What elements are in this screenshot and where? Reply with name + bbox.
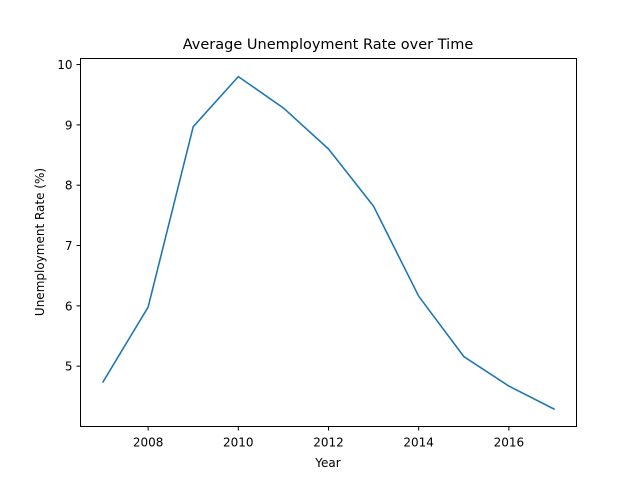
y-tick-label: 8 — [65, 179, 73, 193]
y-tick-label: 6 — [65, 299, 73, 313]
y-axis-label: Unemployment Rate (%) — [33, 168, 47, 316]
x-axis-label: Year — [314, 456, 340, 470]
x-tick-label: 2014 — [403, 436, 434, 450]
plot-frame — [80, 58, 577, 427]
y-axis: 5 6 7 8 9 10 — [57, 58, 81, 374]
x-tick-label: 2010 — [223, 436, 254, 450]
x-tick-label: 2016 — [494, 436, 525, 450]
series-line — [101, 75, 556, 411]
y-tick-label: 5 — [65, 360, 73, 374]
series-layer — [101, 75, 556, 411]
x-axis: 2008 2010 2012 2014 2016 — [133, 426, 525, 450]
y-tick-label: 10 — [57, 58, 72, 72]
chart-title: Average Unemployment Rate over Time — [183, 37, 474, 53]
y-tick-label: 9 — [65, 118, 73, 132]
x-tick-label: 2012 — [313, 436, 344, 450]
x-tick-label: 2008 — [133, 436, 164, 450]
y-tick-label: 7 — [65, 239, 73, 253]
